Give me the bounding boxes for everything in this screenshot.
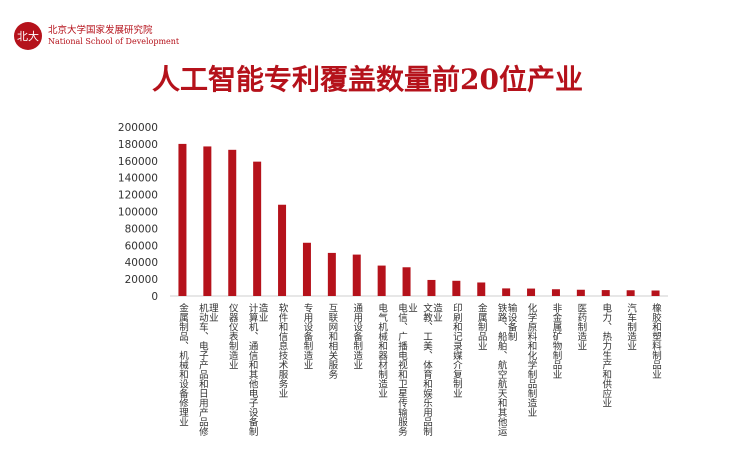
x-category-label: 印刷和记录媒介复制业 [451,302,463,398]
bar [502,288,511,296]
y-tick-label: 120000 [118,190,158,202]
x-category-label: 机动车、电子产品和日用产品修 [197,302,209,437]
x-category-label: 医药制造业 [575,303,587,351]
org-name-en: National School of Development [48,37,180,46]
x-category-label: 通用设备制造业 [351,303,363,370]
y-tick-label: 100000 [118,207,158,219]
x-category-label: 电气机械和器材制造业 [376,302,388,398]
y-tick-label: 180000 [118,139,158,151]
x-category-label: 金属制品业 [476,302,488,350]
bar [377,265,386,296]
bar [527,288,536,296]
y-tick-label: 0 [151,291,158,303]
x-category-label: 输设备制 [506,302,518,341]
x-category-label: 业 [406,303,418,313]
x-category-label: 仪器仪表制造业 [227,303,239,370]
bar [601,290,610,296]
bar [278,204,287,296]
y-tick-label: 40000 [125,257,158,269]
x-category-label: 计算机、通信和其他电子设备制 [247,302,259,436]
header-logo: 北大 北京大学国家发展研究院 National School of Develo… [14,22,179,50]
bar [576,289,585,296]
bar [327,252,336,296]
x-category-label: 电信、广播电视和卫星传输服务 [396,302,408,437]
bar [352,254,361,296]
bar [626,290,635,296]
bar [228,149,237,296]
x-category-label: 铁路、船舶、航空航天和其他运 [496,302,508,437]
bar [178,143,187,296]
x-category-label: 文教、工美、体育和娱乐用品制 [421,302,433,436]
org-name-cn: 北京大学国家发展研究院 [48,25,153,36]
bar [477,282,486,296]
y-tick-label: 60000 [125,240,158,252]
bar [302,242,311,296]
y-tick-label: 200000 [118,122,158,134]
x-category-label: 造业 [431,302,443,322]
y-tick-label: 160000 [118,156,158,168]
university-seal-icon: 北大 [14,22,42,50]
bar [551,289,560,296]
x-category-label: 互联网和相关服务 [326,303,338,380]
x-category-label: 化学原料和化学制品制造业 [526,302,538,417]
x-category-label: 理业 [207,303,219,322]
bar [427,279,436,296]
y-tick-label: 20000 [125,274,158,286]
y-tick-label: 80000 [125,223,158,235]
y-tick-label: 140000 [118,173,158,185]
x-category-label: 橡胶和塑料制品业 [650,302,662,379]
bar [651,290,660,296]
org-name: 北京大学国家发展研究院 National School of Developme… [48,25,179,47]
bar [253,161,262,296]
chart-title: 人工智能专利覆盖数量前20位产业 [152,63,583,96]
x-category-label: 专用设备制造业 [301,302,313,369]
x-category-label: 非金属矿物制品业 [550,302,562,379]
x-category-label: 汽车制造业 [625,302,637,350]
bar [203,146,212,296]
x-category-label: 软件和信息技术服务业 [277,302,289,398]
bar [452,280,461,296]
x-category-label: 电力、热力生产和供应业 [600,302,612,407]
bar [402,267,411,296]
x-category-label: 造业 [257,302,269,322]
x-category-label: 金属制品、机械和设备修理业 [177,302,189,426]
